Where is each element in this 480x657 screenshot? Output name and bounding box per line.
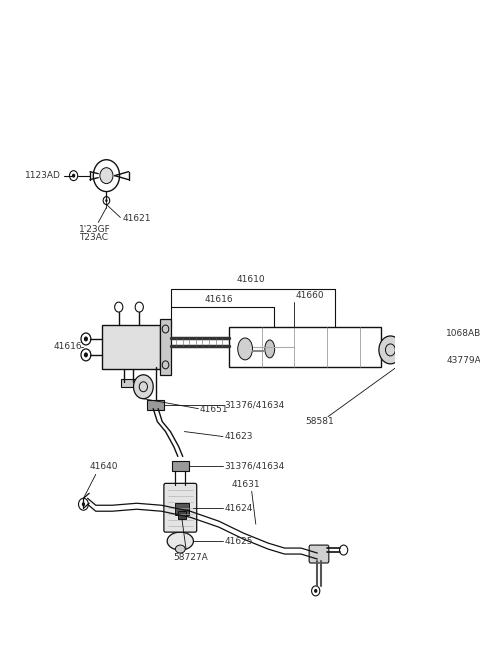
Text: 41610: 41610 [237,275,265,284]
Ellipse shape [175,545,185,553]
Text: 58581: 58581 [305,417,334,426]
Bar [228,327,381,367]
Circle shape [105,199,108,202]
Circle shape [72,173,75,177]
Text: 31376/41634: 31376/41634 [225,462,285,471]
Text: 41621: 41621 [123,214,151,223]
Ellipse shape [167,532,193,550]
Text: 41623: 41623 [225,432,253,441]
Text: 41660: 41660 [296,290,324,300]
Text: 1123AD: 1123AD [24,171,60,180]
Text: 58727A: 58727A [174,553,208,562]
Text: 43779A: 43779A [446,356,480,365]
FancyBboxPatch shape [309,545,329,563]
Circle shape [84,336,88,342]
Bar [121,379,136,387]
Text: 41624: 41624 [225,504,253,512]
Circle shape [435,334,444,344]
FancyBboxPatch shape [164,484,197,532]
Text: 41616: 41616 [204,294,233,304]
Text: 1068AB: 1068AB [446,329,480,338]
Bar [178,511,186,519]
Circle shape [84,352,88,357]
Ellipse shape [238,338,252,360]
Ellipse shape [265,340,275,358]
Circle shape [314,589,317,593]
Text: 41616: 41616 [53,342,82,351]
Bar [175,503,189,515]
Circle shape [82,502,85,507]
Circle shape [133,374,153,399]
Text: T23AC: T23AC [79,233,108,242]
Text: 41631: 41631 [232,480,260,489]
Circle shape [100,168,113,183]
Circle shape [379,336,402,364]
Text: 41640: 41640 [90,462,119,471]
Bar [160,319,171,374]
Bar [172,461,189,471]
Bar [147,399,164,410]
Bar [102,325,160,369]
Text: 1'23GF: 1'23GF [79,225,111,234]
Text: 41651: 41651 [200,405,228,414]
Text: 31376/41634: 31376/41634 [225,400,285,409]
Text: 41625: 41625 [225,537,253,545]
Circle shape [423,341,436,357]
